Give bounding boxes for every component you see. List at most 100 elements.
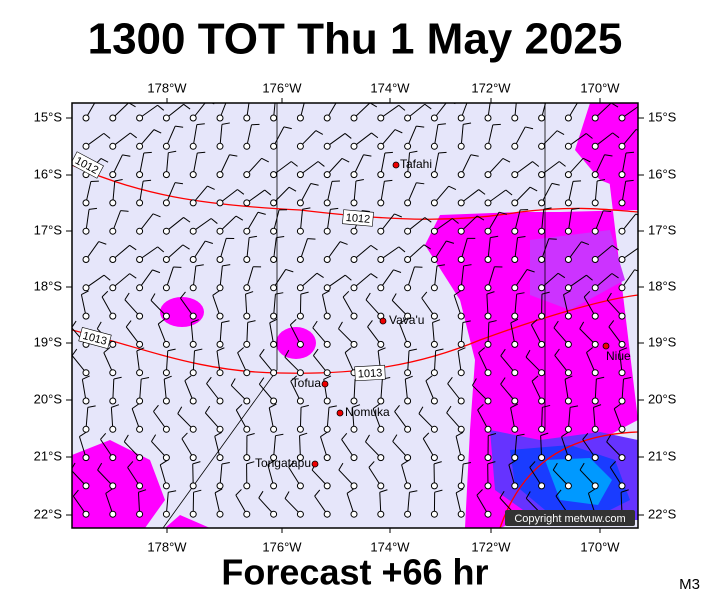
wind-station — [485, 426, 491, 432]
wind-station — [297, 143, 303, 149]
wind-station — [324, 455, 330, 461]
wind-station — [485, 313, 491, 319]
wind-station — [378, 341, 384, 347]
wind-station — [137, 398, 143, 404]
wind-barb — [626, 152, 634, 153]
wind-station — [539, 426, 545, 432]
wind-station — [271, 483, 277, 489]
wind-station — [244, 483, 250, 489]
wind-station — [163, 143, 169, 149]
wind-station — [458, 455, 464, 461]
lat-label: 15°S — [648, 109, 677, 124]
wind-station — [539, 172, 545, 178]
wind-station — [619, 313, 625, 319]
wind-station — [324, 200, 330, 206]
wind-station — [110, 426, 116, 432]
wind-station — [244, 228, 250, 234]
wind-station — [271, 313, 277, 319]
wind-station — [83, 370, 89, 376]
lat-label: 16°S — [648, 166, 677, 181]
wind-station — [592, 313, 598, 319]
wind-station — [565, 143, 571, 149]
wind-barb — [228, 97, 236, 98]
wind-station — [512, 455, 518, 461]
wind-station — [485, 143, 491, 149]
wind-station — [512, 228, 518, 234]
lon-label: 176°W — [262, 539, 302, 554]
wind-station — [431, 143, 437, 149]
wind-station — [137, 285, 143, 291]
wind-station — [83, 313, 89, 319]
wind-station — [83, 115, 89, 121]
wind-station — [297, 115, 303, 121]
wind-station — [324, 172, 330, 178]
place-label: Tofua — [292, 376, 322, 390]
wind-station — [163, 115, 169, 121]
wind-station — [163, 455, 169, 461]
wind-station — [351, 455, 357, 461]
wind-station — [405, 398, 411, 404]
lon-label: 174°W — [370, 80, 410, 95]
wind-station — [217, 426, 223, 432]
wind-station — [244, 257, 250, 263]
lon-label: 178°W — [147, 80, 187, 95]
wind-station — [217, 115, 223, 121]
wind-station — [137, 370, 143, 376]
wind-station — [110, 172, 116, 178]
wind-station — [217, 370, 223, 376]
wind-station — [431, 257, 437, 263]
wind-station — [244, 426, 250, 432]
wind-station — [431, 511, 437, 517]
wind-station — [137, 426, 143, 432]
wind-station — [271, 426, 277, 432]
wind-station — [458, 483, 464, 489]
wind-station — [592, 398, 598, 404]
wind-station — [297, 200, 303, 206]
credit: Copyright metvuw.com — [514, 513, 625, 525]
wind-station — [512, 115, 518, 121]
lat-label: 18°S — [648, 278, 677, 293]
wind-station — [244, 143, 250, 149]
wind-barb — [97, 99, 105, 101]
wind-station — [378, 115, 384, 121]
wind-station — [592, 285, 598, 291]
wind-station — [458, 143, 464, 149]
precip — [276, 327, 316, 359]
map: TafahiVava'uNiueTofuaNomukaTongatapu1012… — [70, 95, 646, 528]
wind-station — [244, 398, 250, 404]
wind-station — [110, 370, 116, 376]
wind-station — [163, 341, 169, 347]
wind-station — [619, 370, 625, 376]
wind-station — [565, 285, 571, 291]
wind-station — [190, 143, 196, 149]
wind-station — [137, 511, 143, 517]
wind-barb — [469, 97, 477, 98]
wind-station — [405, 172, 411, 178]
place-label: Niue — [606, 349, 631, 363]
wind-station — [271, 143, 277, 149]
wind-station — [163, 200, 169, 206]
wind-station — [271, 200, 277, 206]
wind-station — [324, 426, 330, 432]
wind-station — [592, 426, 598, 432]
wind-station — [163, 257, 169, 263]
wind-station — [431, 115, 437, 121]
wind-station — [190, 398, 196, 404]
wind-station — [619, 341, 625, 347]
wind-station — [619, 143, 625, 149]
wind-station — [110, 483, 116, 489]
lat-label: 20°S — [648, 391, 677, 406]
wind-station — [83, 398, 89, 404]
wind-station — [565, 313, 571, 319]
wind-station — [539, 228, 545, 234]
wind-station — [378, 200, 384, 206]
wind-station — [458, 200, 464, 206]
wind-station — [431, 285, 437, 291]
wind-station — [324, 483, 330, 489]
lon-label: 178°W — [147, 539, 187, 554]
wind-station — [324, 398, 330, 404]
wind-station — [244, 455, 250, 461]
wind-station — [110, 115, 116, 121]
place-label: Tongatapu — [255, 456, 311, 470]
